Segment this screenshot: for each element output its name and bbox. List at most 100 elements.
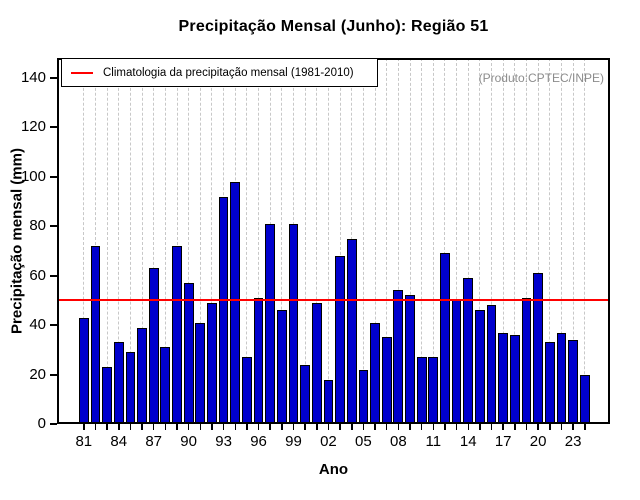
x-tick-label: 23: [564, 433, 582, 450]
x-axis-tick: [374, 424, 376, 430]
y-axis-tick: [50, 274, 57, 277]
grid-line: [432, 58, 434, 424]
annotation-produto: (Produto:CPTEC/INPE): [478, 71, 604, 85]
bar: [311, 302, 322, 424]
grid-line: [386, 58, 388, 424]
grid-line: [83, 58, 85, 424]
bar: [78, 317, 89, 424]
x-tick-label: 81: [75, 433, 93, 450]
x-axis-tick: [351, 424, 353, 430]
grid-line: [94, 58, 96, 424]
y-axis-tick: [50, 76, 57, 79]
bar: [90, 245, 101, 424]
grid-line: [199, 58, 201, 424]
y-tick-label: 120: [20, 118, 46, 136]
bar: [148, 268, 159, 424]
grid-line: [106, 58, 108, 424]
y-tick-label: 0: [37, 415, 46, 432]
bar: [137, 327, 147, 424]
y-tick-label: 20: [29, 365, 46, 383]
x-axis-tick: [141, 424, 143, 430]
grid-line: [118, 58, 120, 424]
x-axis-tick: [281, 424, 283, 430]
bar: [218, 196, 229, 424]
x-axis-tick: [549, 424, 551, 430]
grid-line: [397, 58, 399, 424]
bar: [451, 300, 462, 424]
grid-line: [479, 58, 481, 424]
x-tick-label: 20: [529, 433, 547, 450]
y-axis-tick: [50, 423, 57, 425]
x-axis-tick: [257, 424, 260, 430]
x-axis-tick: [467, 424, 469, 430]
bar: [416, 357, 427, 424]
x-axis-tick: [292, 424, 295, 430]
bar: [568, 339, 578, 424]
legend-label: Climatologia da precipitação mensal (198…: [103, 66, 354, 79]
grid-line: [560, 58, 562, 424]
x-tick-label: 99: [285, 433, 302, 450]
y-tick-label: 60: [29, 266, 46, 284]
grid-line: [327, 58, 329, 424]
grid-line: [514, 58, 516, 424]
x-tick-label: 11: [425, 433, 442, 450]
x-axis-tick: [444, 424, 446, 430]
grid-line: [188, 58, 190, 424]
bar: [183, 283, 194, 424]
bar: [486, 305, 497, 424]
bar: [498, 332, 509, 424]
grid-line: [153, 58, 155, 424]
x-axis-tick: [222, 424, 225, 430]
grid-line: [584, 58, 586, 424]
x-axis-tick: [304, 424, 306, 430]
x-tick-label: 90: [180, 433, 197, 450]
grid-line: [362, 58, 364, 424]
bar: [195, 322, 206, 424]
grid-line: [211, 58, 213, 424]
bar: [346, 238, 357, 424]
bar: [172, 245, 182, 424]
bar: [102, 367, 112, 424]
bar: [335, 255, 345, 424]
x-axis-tick: [269, 424, 271, 430]
x-axis-tick: [502, 424, 504, 430]
bar: [113, 342, 124, 424]
y-axis-tick: [50, 324, 57, 327]
x-axis-tick: [397, 424, 400, 430]
x-tick-label: 17: [494, 433, 512, 450]
x-axis-tick: [455, 424, 458, 430]
bar: [579, 374, 590, 424]
x-axis-tick: [490, 424, 493, 430]
x-axis-tick: [339, 424, 341, 430]
x-tick-label: 96: [250, 433, 267, 450]
bar: [323, 379, 334, 424]
bar: [160, 347, 171, 424]
x-axis-tick: [246, 424, 248, 430]
y-axis-tick: [50, 373, 57, 376]
x-axis-tick: [106, 424, 108, 430]
bar: [544, 342, 555, 424]
bar: [463, 278, 474, 424]
x-axis-tick: [385, 424, 388, 430]
grid-line: [164, 58, 166, 424]
x-axis-label: Ano: [318, 461, 349, 478]
bar: [207, 302, 217, 424]
y-tick-label: 80: [29, 217, 46, 235]
bar: [288, 223, 299, 424]
x-axis-tick: [118, 424, 120, 430]
x-axis-tick: [362, 424, 365, 430]
bar: [230, 181, 241, 424]
bar: [265, 223, 276, 424]
bar: [533, 273, 544, 424]
x-axis-tick: [560, 424, 563, 430]
grid-line: [491, 58, 493, 424]
bar: [405, 295, 415, 424]
x-tick-label: 08: [390, 433, 407, 450]
x-axis-tick: [316, 424, 318, 430]
x-tick-label: 84: [110, 433, 128, 450]
grid-line: [549, 58, 551, 424]
grid-line: [467, 58, 469, 424]
y-axis-tick: [50, 126, 57, 129]
bar: [358, 369, 369, 424]
